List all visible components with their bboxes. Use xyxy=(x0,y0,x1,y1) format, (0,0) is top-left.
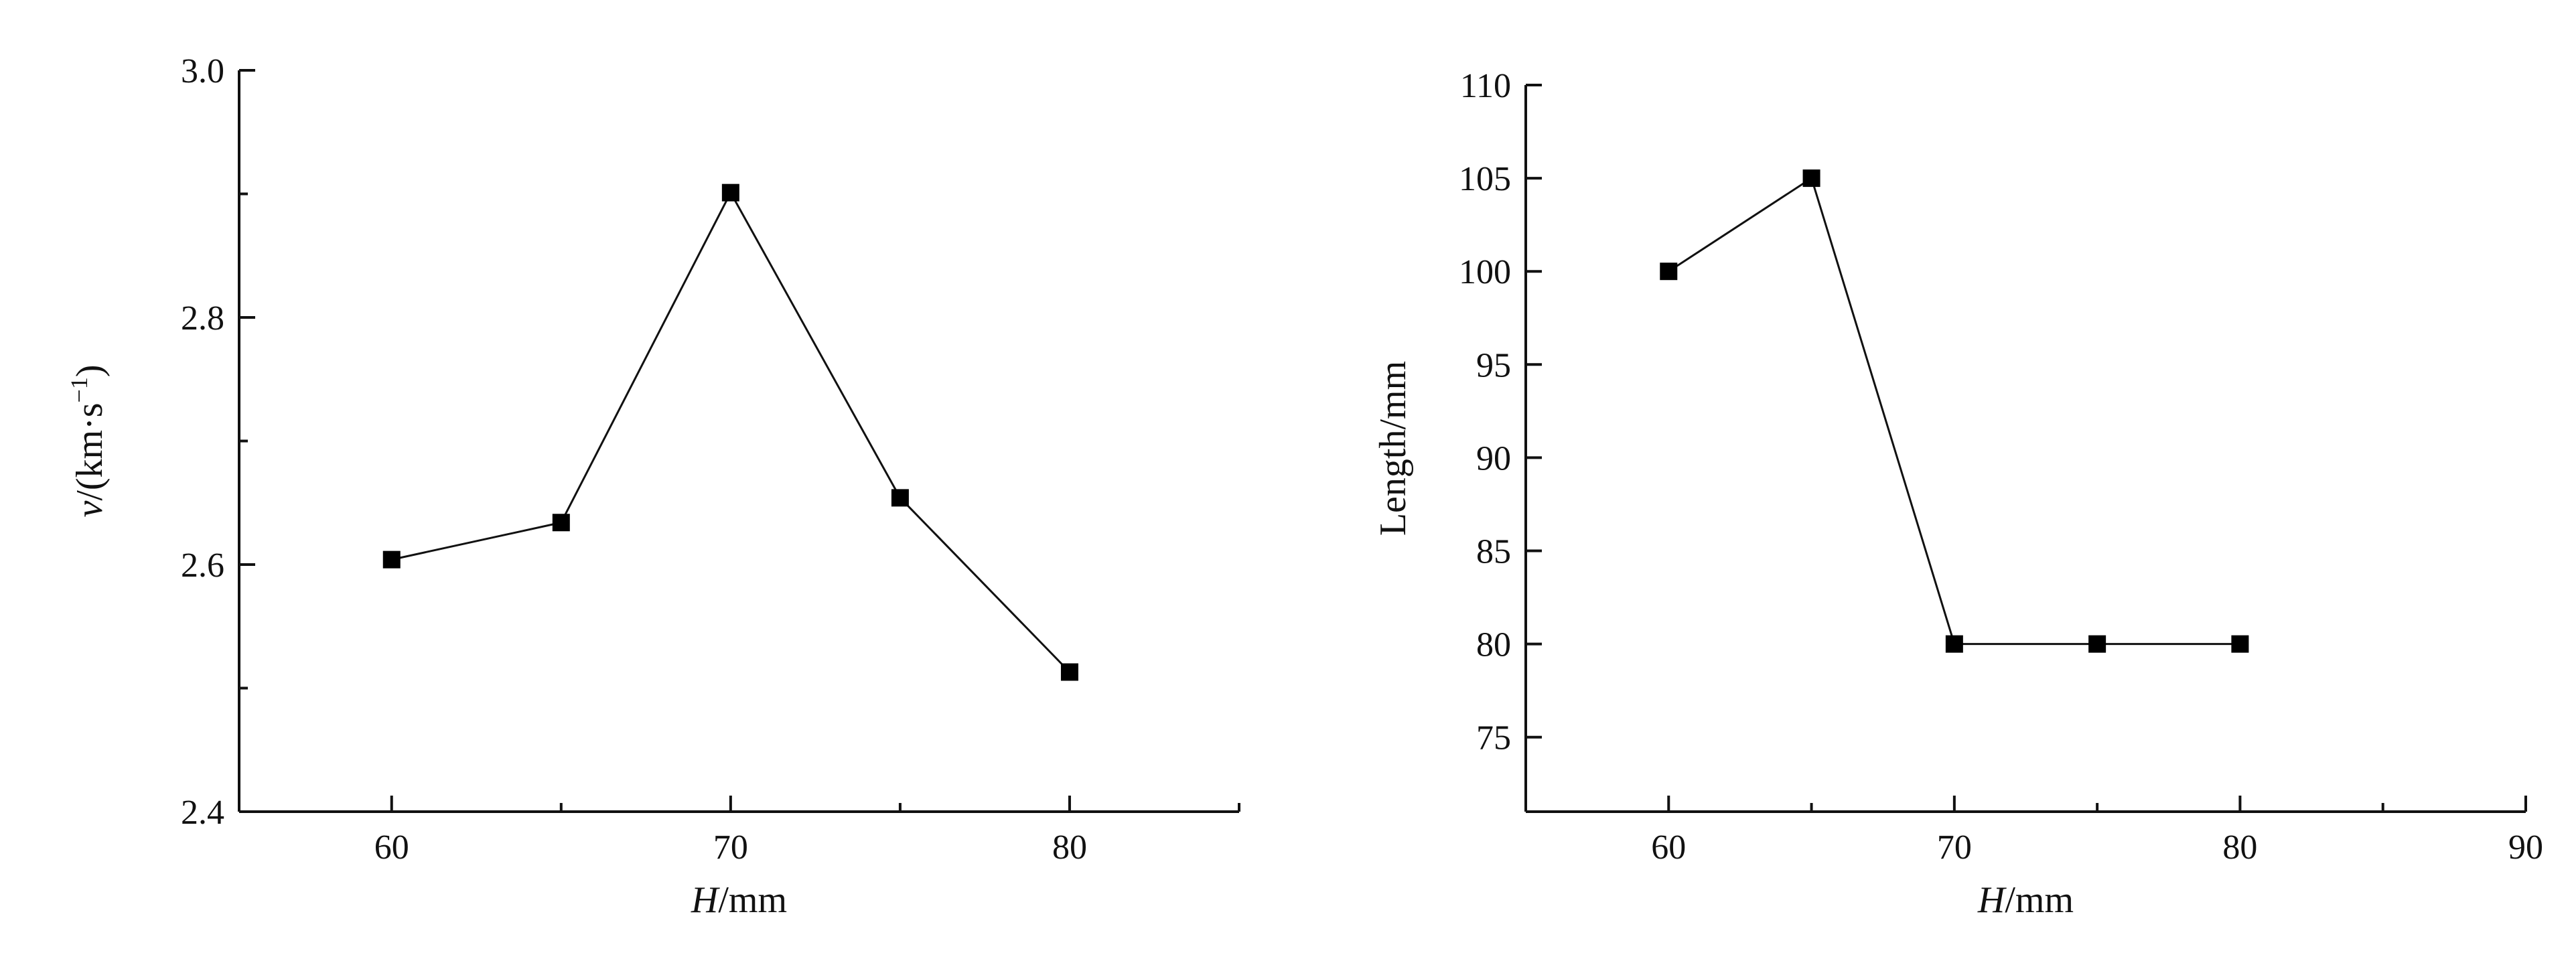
y-tick-label: 75 xyxy=(1476,719,1511,757)
y-axis-title: v/(km·s−1) xyxy=(66,364,111,517)
data-point-marker xyxy=(552,514,570,532)
y-axis-title-superscript: −1 xyxy=(66,377,92,402)
x-axis-title-unit: /mm xyxy=(2005,879,2074,921)
x-tick-label: 80 xyxy=(2222,828,2257,867)
data-point-marker xyxy=(1060,663,1078,681)
data-point-marker xyxy=(1802,169,1820,188)
x-tick-label: 70 xyxy=(1937,828,1972,867)
x-tick-label: 80 xyxy=(1052,828,1087,867)
x-tick-label: 70 xyxy=(713,828,748,867)
series-line xyxy=(1668,176,2240,646)
y-axis-title-unit: /(km·s xyxy=(69,402,111,500)
y-tick-label: 110 xyxy=(1460,67,1511,105)
y-tick-label: 95 xyxy=(1476,346,1511,384)
y-tick-label: 2.8 xyxy=(181,299,224,338)
x-axis-title-unit: /mm xyxy=(718,879,787,921)
y-axis-title: Length/mm xyxy=(1372,361,1414,536)
y-tick-label: 105 xyxy=(1459,160,1511,198)
velocity-chart-panel: 60 70 80 2.4 2.6 2.8 3.0 H/mm v/(km·s−1) xyxy=(66,52,1240,921)
length-chart-panel: 60 70 80 90 75 80 85 90 95 100 105 110 H/mm Length/mm xyxy=(1372,67,2543,921)
data-point-marker xyxy=(721,183,739,202)
x-axis-title-variable: H xyxy=(1977,879,2007,921)
y-tick-label: 90 xyxy=(1476,439,1511,477)
x-axis-title: H/mm xyxy=(1977,879,2074,921)
y-axis-title-unit: Length/mm xyxy=(1372,361,1414,536)
y-axis-title-close: ) xyxy=(69,364,111,377)
x-tick-label: 60 xyxy=(374,828,409,867)
data-point-marker xyxy=(1945,635,1963,653)
x-axis-title: H/mm xyxy=(691,879,787,921)
x-tick-label: 90 xyxy=(2508,828,2543,867)
y-tick-label: 80 xyxy=(1476,626,1511,664)
y-tick-label: 3.0 xyxy=(181,52,224,90)
y-axis-title-variable: v xyxy=(69,501,111,518)
y-tick-label: 100 xyxy=(1459,253,1511,291)
series-line xyxy=(391,190,1071,673)
data-point-marker xyxy=(891,489,909,507)
y-tick-label: 85 xyxy=(1476,533,1511,571)
x-tick-label: 60 xyxy=(1651,828,1686,867)
data-point-marker xyxy=(2088,635,2106,653)
x-axis-title-variable: H xyxy=(691,879,720,921)
y-tick-label: 2.6 xyxy=(181,546,224,585)
data-point-marker xyxy=(2231,635,2249,653)
data-point-marker xyxy=(382,550,401,569)
data-point-marker xyxy=(1660,263,1678,281)
y-tick-label: 2.4 xyxy=(181,794,224,832)
